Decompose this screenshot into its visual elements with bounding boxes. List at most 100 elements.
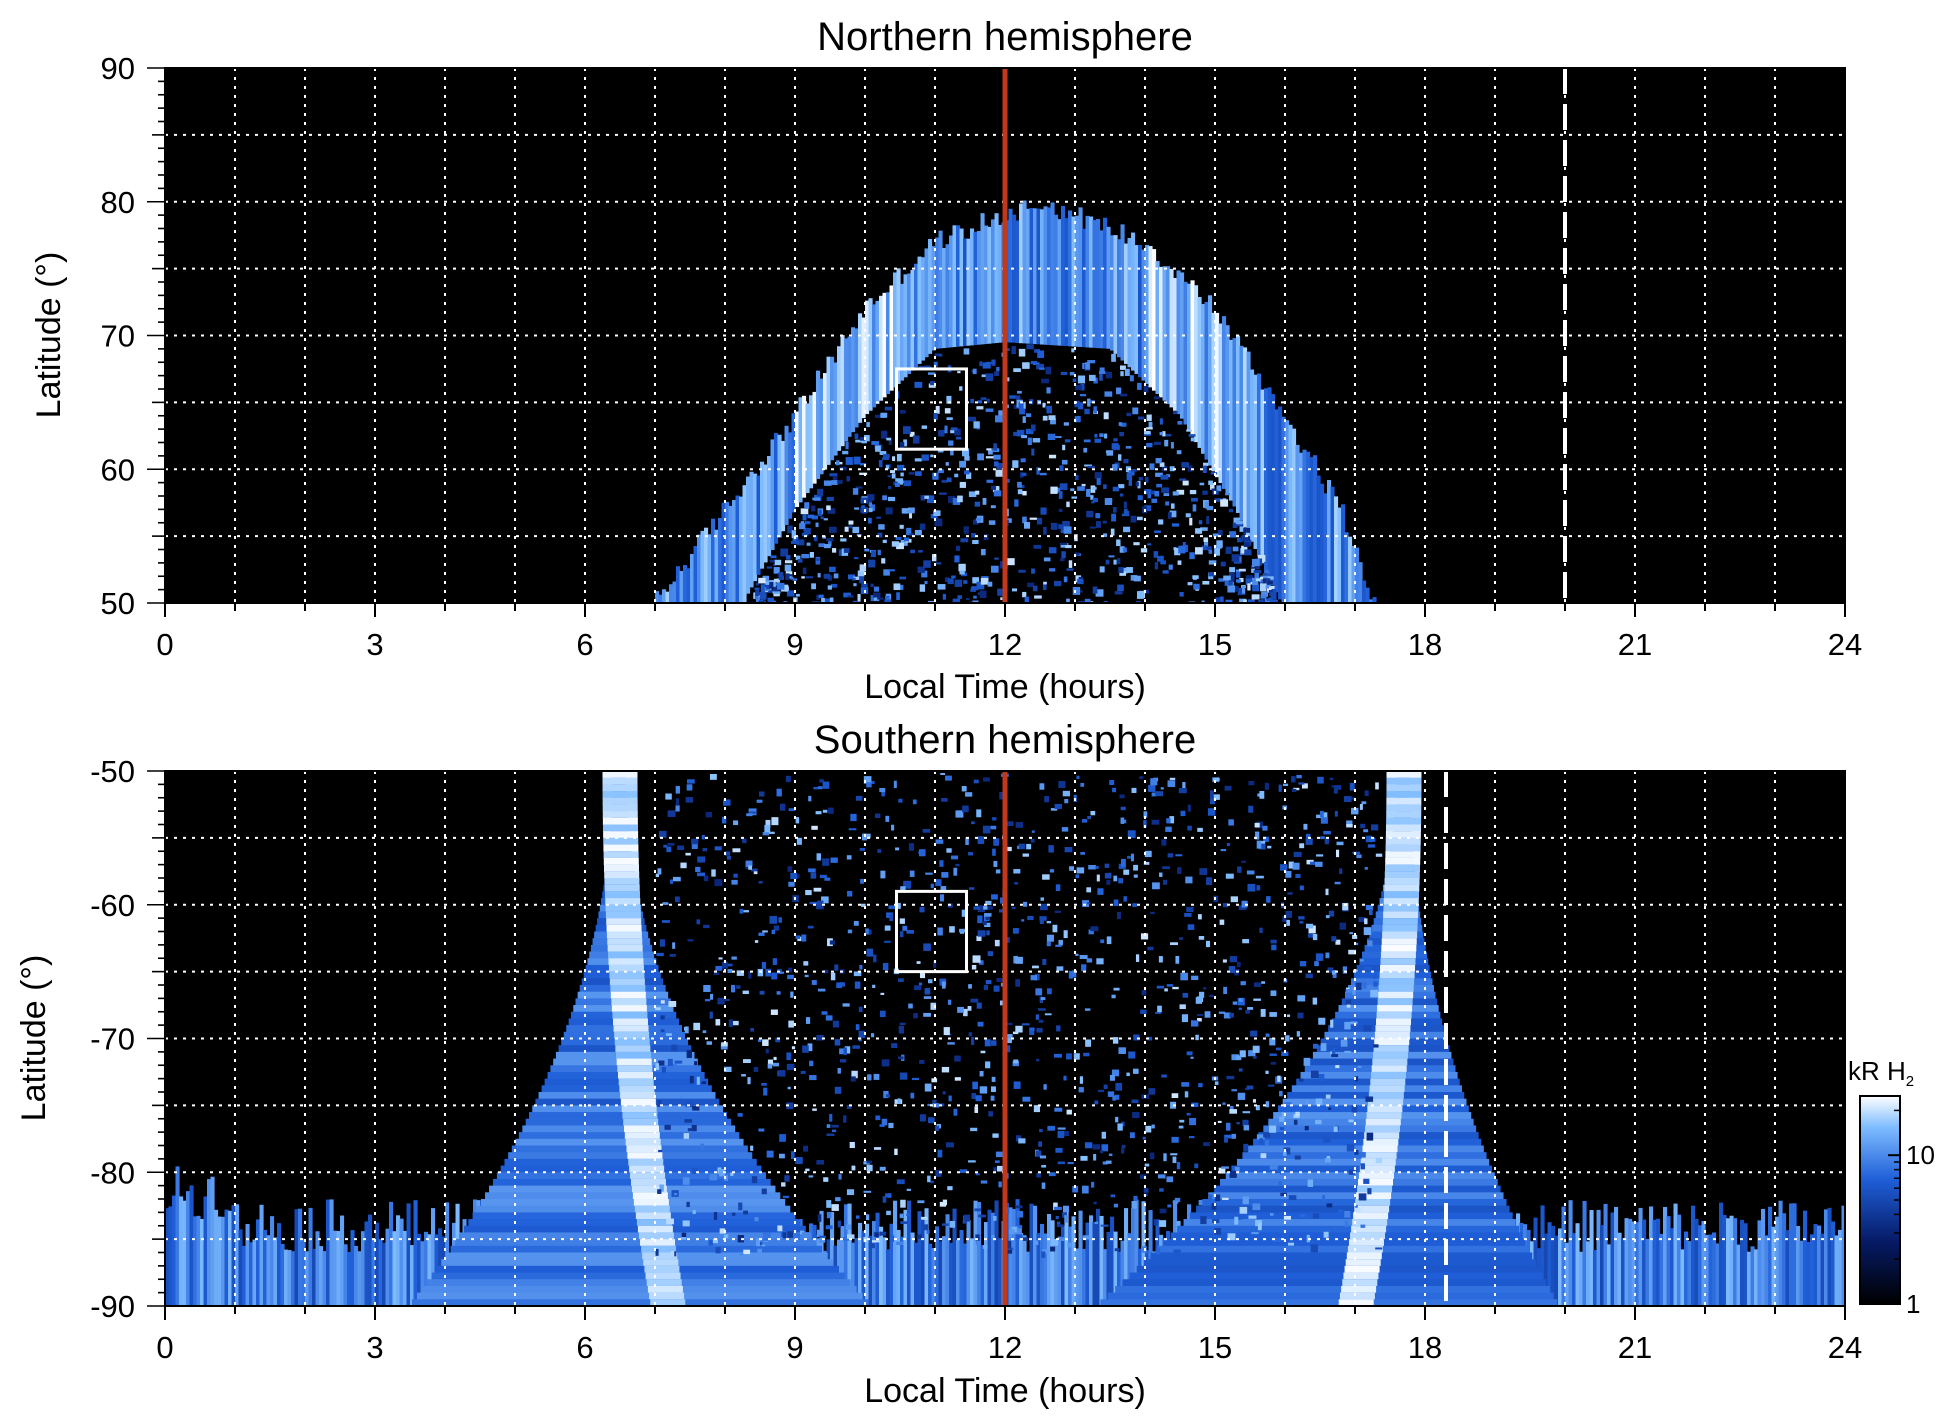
emission-speck xyxy=(819,874,827,879)
aurora-strip xyxy=(1306,451,1311,603)
aurora-strip xyxy=(1201,304,1206,454)
emission-speck xyxy=(1127,830,1136,839)
aurora-strip xyxy=(847,336,852,437)
polar-band-strip xyxy=(1050,1220,1055,1306)
auroral-arc-core xyxy=(1345,1259,1381,1267)
emission-speck xyxy=(954,579,963,587)
emission-speck xyxy=(1268,1125,1277,1133)
emission-speck xyxy=(1046,405,1053,414)
auroral-arc-core xyxy=(634,1205,670,1213)
aurora-strip xyxy=(1173,278,1178,411)
emission-speck xyxy=(1043,581,1047,585)
polar-band-strip xyxy=(1561,1206,1566,1306)
emission-speck xyxy=(982,825,991,834)
emission-speck xyxy=(846,855,852,860)
emission-speck xyxy=(837,480,843,484)
emission-speck xyxy=(1092,1144,1101,1150)
emission-speck xyxy=(870,550,876,558)
aurora-strip xyxy=(837,346,842,451)
emission-speck xyxy=(995,1160,1000,1163)
emission-speck xyxy=(847,574,856,580)
auroral-arc-core xyxy=(1352,1219,1388,1227)
polar-band-strip xyxy=(966,1219,971,1306)
emission-speck xyxy=(724,1066,732,1073)
emission-speck xyxy=(1174,547,1181,556)
aurora-strip xyxy=(903,274,908,378)
emission-speck xyxy=(1032,585,1038,592)
emission-speck xyxy=(947,1042,955,1045)
aurora-strip xyxy=(1267,387,1272,578)
polar-band-strip xyxy=(1127,1233,1132,1306)
emission-speck xyxy=(1108,555,1115,558)
polar-band-strip xyxy=(924,1208,929,1306)
emission-speck xyxy=(1085,362,1090,370)
emission-speck xyxy=(930,1002,937,1010)
emission-speck xyxy=(1331,1054,1339,1058)
auroral-arc-core xyxy=(1380,958,1416,966)
auroral-arc-core xyxy=(604,871,640,879)
emission-speck xyxy=(1021,472,1027,477)
polar-band-strip xyxy=(413,1200,418,1306)
auroral-arc-strip xyxy=(476,1205,791,1213)
emission-speck xyxy=(1126,412,1132,417)
emission-speck xyxy=(980,1180,988,1184)
emission-speck xyxy=(764,824,771,833)
polar-band-strip xyxy=(431,1208,436,1306)
emission-speck xyxy=(713,972,720,976)
emission-speck xyxy=(795,1157,803,1164)
polar-band-strip xyxy=(1659,1233,1664,1306)
auroral-arc-core xyxy=(1370,1078,1406,1086)
emission-speck xyxy=(918,849,926,857)
emission-speck xyxy=(1137,495,1143,501)
aurora-strip xyxy=(844,338,849,442)
emission-speck xyxy=(720,1043,728,1050)
emission-speck xyxy=(1022,491,1027,496)
auroral-arc-core xyxy=(602,804,638,812)
aurora-strip xyxy=(1036,208,1041,345)
emission-speck xyxy=(703,875,709,882)
emission-speck xyxy=(1040,897,1044,901)
emission-speck xyxy=(1077,600,1085,603)
emission-speck xyxy=(1056,1221,1061,1227)
emission-speck xyxy=(1062,1205,1069,1213)
polar-band-strip xyxy=(1729,1215,1734,1306)
emission-speck xyxy=(1352,851,1360,855)
x-tick-label: 6 xyxy=(576,627,593,662)
emission-speck xyxy=(1248,1215,1257,1219)
emission-speck xyxy=(891,824,895,831)
emission-speck xyxy=(1094,433,1098,438)
aurora-strip xyxy=(1176,270,1181,415)
aurora-strip xyxy=(791,413,796,513)
auroral-arc-core xyxy=(602,791,638,799)
emission-speck xyxy=(788,1020,794,1028)
aurora-strip xyxy=(679,570,684,603)
emission-speck xyxy=(955,436,962,440)
emission-speck xyxy=(1119,431,1124,437)
emission-speck xyxy=(971,533,977,538)
emission-speck xyxy=(1215,1194,1221,1202)
emission-speck xyxy=(985,408,994,412)
emission-speck xyxy=(1354,1150,1359,1155)
aurora-strip xyxy=(1078,207,1083,347)
emission-speck xyxy=(722,961,728,969)
emission-speck xyxy=(934,518,943,527)
x-tick-label: 9 xyxy=(786,627,803,662)
aurora-strip xyxy=(1246,351,1251,535)
emission-speck xyxy=(868,1243,875,1249)
emission-speck xyxy=(1218,1167,1226,1174)
auroral-arc-core xyxy=(606,924,642,933)
emission-speck xyxy=(686,1201,690,1208)
emission-speck xyxy=(1358,1193,1367,1201)
emission-speck xyxy=(1091,501,1095,504)
emission-speck xyxy=(913,1013,918,1019)
emission-speck xyxy=(708,1239,714,1246)
aurora-strip xyxy=(683,565,688,603)
emission-speck xyxy=(1197,827,1203,832)
auroral-arc-core xyxy=(1362,1145,1398,1153)
aurora-strip xyxy=(1134,245,1139,374)
emission-speck xyxy=(916,961,921,964)
polar-band-strip xyxy=(217,1216,222,1306)
emission-speck xyxy=(1102,1161,1108,1165)
emission-speck xyxy=(1058,491,1063,499)
emission-speck xyxy=(862,833,867,841)
